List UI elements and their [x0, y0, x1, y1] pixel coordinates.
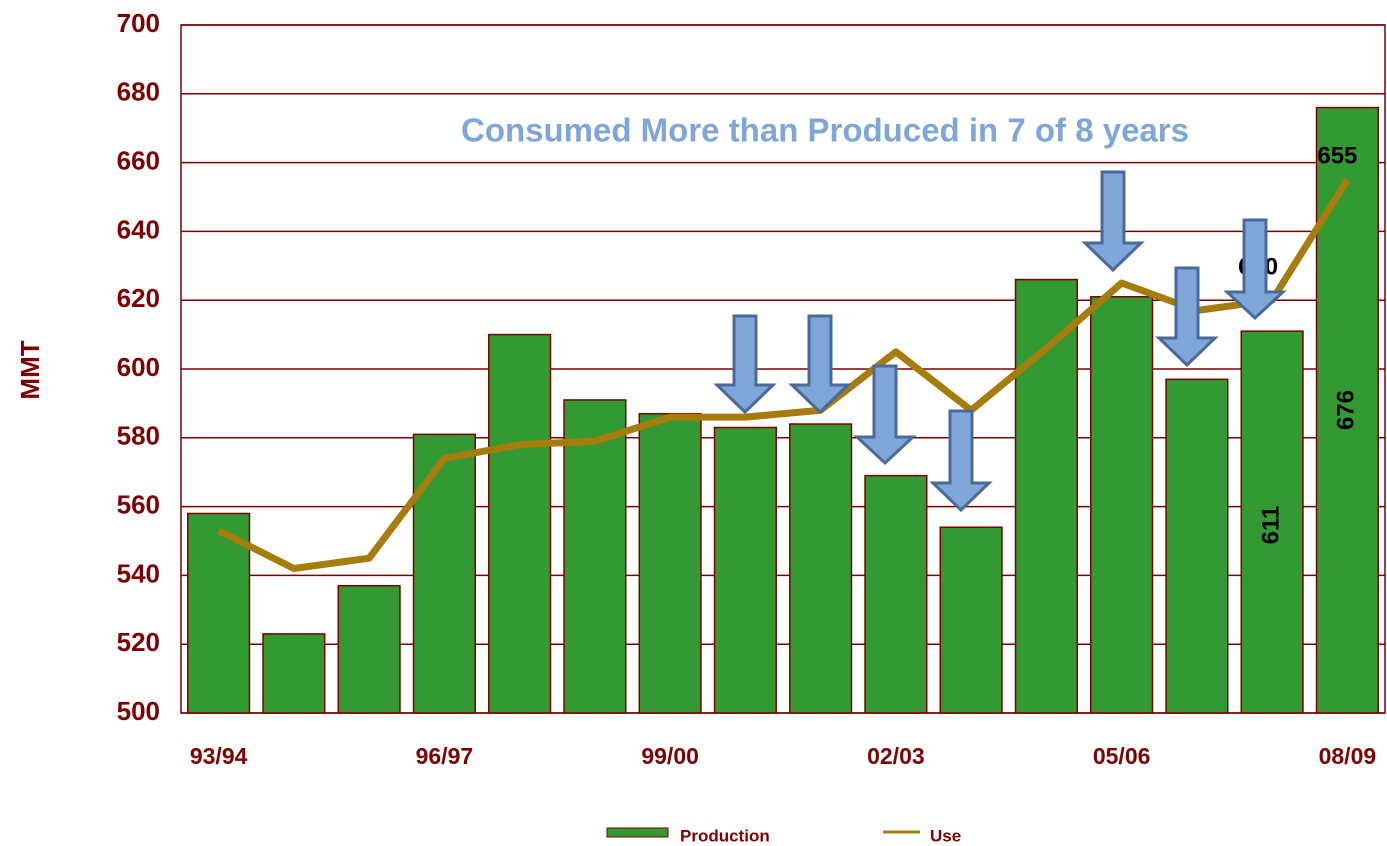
- bar: [488, 333, 552, 714]
- annotation: Consumed More than Produced in 7 of 8 ye…: [461, 112, 1189, 149]
- x-tick-label: 02/03: [867, 743, 925, 769]
- arrows: [713, 170, 1287, 513]
- bar: [262, 633, 326, 714]
- y-tick-label: 500: [117, 696, 160, 726]
- legend-swatch: [606, 827, 669, 838]
- arrow: [1155, 266, 1219, 368]
- bar: [1240, 330, 1304, 714]
- y-tick-label: 560: [117, 489, 160, 519]
- x-tick-label: 05/06: [1093, 743, 1151, 769]
- y-tick-label: 540: [117, 558, 160, 588]
- value-label: 611: [1257, 506, 1284, 545]
- bar: [638, 412, 702, 714]
- arrow: [853, 364, 917, 466]
- y-tick-label: 520: [117, 627, 160, 657]
- value-label: 676: [1333, 390, 1360, 430]
- bar: [412, 433, 476, 714]
- arrow: [929, 409, 993, 513]
- y-tick-label: 600: [117, 352, 160, 382]
- bar: [563, 399, 627, 714]
- arrow: [788, 314, 852, 415]
- y-tick-label: 640: [117, 214, 160, 244]
- y-tick-label: 700: [117, 8, 160, 38]
- y-tick-label: 620: [117, 283, 160, 313]
- bar: [1090, 296, 1154, 714]
- bar: [1165, 378, 1229, 714]
- arrow: [1081, 170, 1145, 273]
- y-tick-label: 580: [117, 421, 160, 451]
- arrow: [1223, 218, 1287, 321]
- bar: [713, 426, 777, 714]
- bar: [864, 474, 928, 714]
- bar: [187, 512, 251, 714]
- x-tick-label: 93/94: [190, 743, 248, 769]
- y-tick-label: 660: [117, 145, 160, 175]
- x-tick-label: 08/09: [1319, 743, 1377, 769]
- x-tick-label: 96/97: [416, 743, 474, 769]
- x-tick-label: 99/00: [641, 743, 699, 769]
- y-tick-label: 680: [117, 77, 160, 107]
- bar: [789, 423, 853, 714]
- y-axis-label: MMT: [15, 340, 45, 399]
- legend-label: Production: [680, 826, 770, 845]
- plot-border: [180, 24, 1386, 714]
- bar: [337, 584, 401, 714]
- bar: [939, 526, 1003, 714]
- value-label: 655: [1317, 142, 1357, 169]
- legend-label: Use: [930, 826, 961, 845]
- arrow: [713, 314, 777, 415]
- line: [217, 177, 1351, 573]
